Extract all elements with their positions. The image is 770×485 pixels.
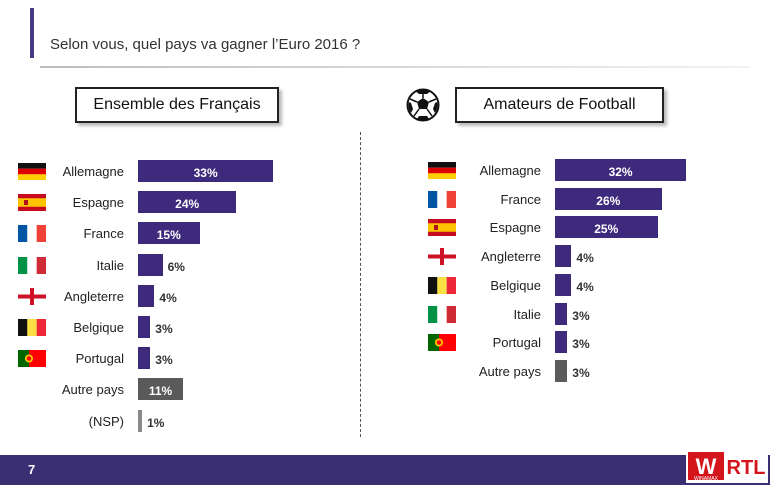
bar	[138, 316, 151, 338]
category-label: (NSP)	[88, 413, 124, 429]
portugal-flag-icon	[18, 350, 46, 368]
bar	[555, 216, 658, 239]
category-label: Allemagne	[62, 164, 124, 179]
category-label: Autre pays	[478, 363, 541, 379]
italy-flag-icon	[18, 256, 46, 274]
bar	[555, 159, 687, 181]
bar	[555, 331, 568, 354]
belgium-flag-icon	[428, 276, 456, 294]
winamax-rtl-logo: W WINAMAX RTL	[686, 449, 768, 483]
category-label: France	[500, 191, 541, 207]
bar	[555, 245, 572, 268]
bar	[555, 359, 568, 382]
logo-winamax-text: WINAMAX	[694, 476, 719, 482]
category-label: Belgique	[490, 277, 541, 293]
bar-value-label: 26%	[596, 193, 621, 208]
bar-value-label: 25%	[594, 222, 619, 237]
header-divider	[40, 66, 750, 68]
bar	[138, 284, 155, 307]
bar	[138, 253, 163, 276]
bar	[138, 409, 143, 432]
bar-value-label: 11%	[148, 384, 173, 399]
category-label: Angleterre	[481, 249, 541, 265]
category-label: Italie	[513, 306, 541, 322]
spain-flag-icon	[428, 219, 456, 237]
bar	[138, 347, 151, 370]
bar	[138, 160, 274, 182]
bar-value-label: 33%	[193, 166, 218, 180]
left-panel-title: Ensemble des Français	[75, 87, 279, 123]
bar	[555, 187, 662, 210]
panel-divider	[360, 132, 361, 437]
italy-flag-icon	[428, 305, 456, 323]
bar-value-label: 3%	[155, 322, 173, 336]
category-label: Allemagne	[479, 163, 541, 178]
bar	[138, 378, 184, 401]
bar-value-label: 6%	[167, 259, 185, 274]
bar-value-label: 3%	[572, 308, 590, 323]
england-flag-icon	[428, 248, 456, 266]
france-flag-icon	[428, 190, 456, 208]
bar-value-label: 3%	[155, 353, 173, 368]
category-label: Autre pays	[61, 382, 124, 398]
footer-bar	[0, 455, 770, 485]
category-label: Portugal	[492, 335, 541, 351]
germany-flag-icon	[18, 163, 46, 180]
page-number: 7	[28, 462, 36, 477]
category-label: Angleterre	[64, 288, 124, 304]
portugal-flag-icon	[428, 334, 456, 352]
france-flag-icon	[18, 225, 46, 243]
football-icon	[406, 88, 440, 122]
bar	[555, 273, 572, 296]
bar	[555, 302, 568, 325]
survey-question: Selon vous, quel pays va gagner l’Euro 2…	[50, 36, 361, 53]
belgium-flag-icon	[18, 319, 46, 336]
spain-flag-icon	[18, 194, 46, 212]
bar-value-label: 1%	[147, 415, 165, 430]
bar-value-label: 15%	[156, 228, 181, 243]
bar	[138, 191, 237, 214]
right-panel-title: Amateurs de Football	[455, 87, 664, 123]
header-accent-bar	[30, 8, 34, 58]
bar	[138, 222, 200, 245]
bar-value-label: 3%	[572, 365, 590, 380]
bar-value-label: 4%	[159, 290, 177, 305]
germany-flag-icon	[428, 162, 456, 179]
england-flag-icon	[18, 287, 46, 305]
category-label: Belgique	[73, 320, 124, 335]
bar-value-label: 24%	[175, 197, 200, 212]
category-label: Italie	[96, 257, 124, 273]
bar-value-label: 4%	[576, 251, 594, 266]
category-label: Espagne	[489, 220, 541, 236]
bar-value-label: 4%	[576, 279, 594, 294]
category-label: France	[83, 226, 124, 242]
category-label: Espagne	[72, 195, 124, 211]
category-label: Portugal	[75, 351, 124, 367]
logo-rtl-text: RTL	[727, 457, 766, 479]
bar-value-label: 32%	[608, 165, 633, 179]
logo-w-text: W	[696, 454, 717, 479]
bar-value-label: 3%	[572, 337, 590, 352]
